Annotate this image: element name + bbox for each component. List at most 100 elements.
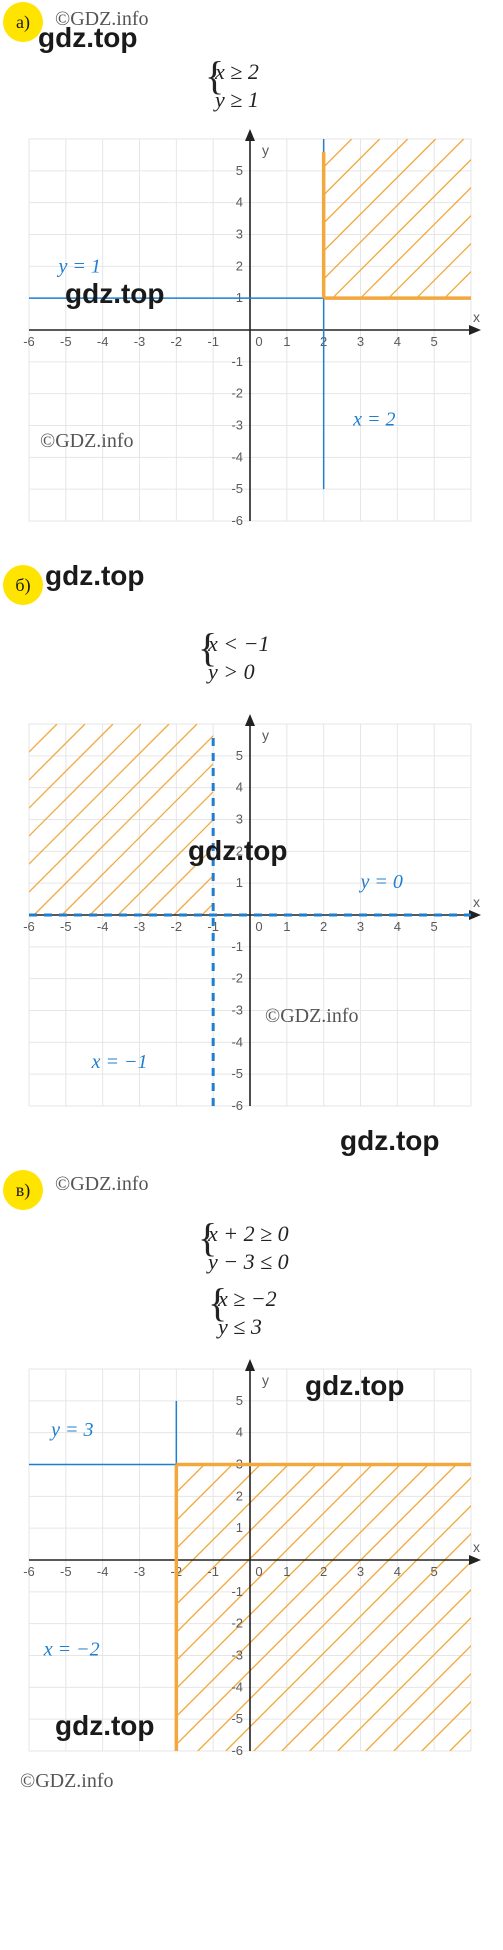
svg-text:3: 3 xyxy=(236,227,243,242)
svg-text:-2: -2 xyxy=(231,386,243,401)
svg-text:-2: -2 xyxy=(171,919,183,934)
svg-text:-5: -5 xyxy=(60,334,72,349)
svg-text:5: 5 xyxy=(236,163,243,178)
brace-icon: { xyxy=(205,56,224,96)
svg-text:x = −1: x = −1 xyxy=(91,1051,148,1073)
svg-text:-5: -5 xyxy=(231,481,243,496)
svg-text:-6: -6 xyxy=(23,919,35,934)
system-c1-row2: y − 3 ≤ 0 xyxy=(208,1248,289,1276)
watermark-copyright: ©GDZ.info xyxy=(40,430,134,453)
watermark-copyright: ©GDZ.info xyxy=(20,1770,114,1793)
chart-c: -6-5-4-3-2-1012345-6-5-4-3-2-112345xyy =… xyxy=(15,1355,485,1765)
svg-text:5: 5 xyxy=(236,748,243,763)
svg-text:4: 4 xyxy=(394,1564,401,1579)
svg-text:-1: -1 xyxy=(231,1584,243,1599)
svg-text:y = 1: y = 1 xyxy=(56,256,100,278)
watermark-copyright: ©GDZ.info xyxy=(55,1173,149,1196)
brace-icon: { xyxy=(198,628,217,668)
bullet-b: б) xyxy=(3,565,43,605)
svg-text:3: 3 xyxy=(236,812,243,827)
svg-text:x: x xyxy=(473,309,480,325)
watermark-logo: gdz.top xyxy=(65,278,165,310)
svg-text:-6: -6 xyxy=(231,1743,243,1758)
svg-text:y = 0: y = 0 xyxy=(359,871,403,893)
svg-text:1: 1 xyxy=(236,875,243,890)
svg-text:3: 3 xyxy=(357,1564,364,1579)
watermark-logo: gdz.top xyxy=(38,22,138,54)
svg-text:0: 0 xyxy=(255,334,262,349)
page-root: а) { x ≥ 2 y ≥ 1 -6 -5 -4 -3 -2 -1 0 1 2 3 4 5 -6 -5 -… xyxy=(0,0,503,1950)
bullet-a-label: а) xyxy=(16,12,30,33)
system-c-1: { x + 2 ≥ 0 y − 3 ≤ 0 xyxy=(208,1220,289,1275)
svg-text:-1: -1 xyxy=(207,1564,219,1579)
svg-text:5: 5 xyxy=(431,334,438,349)
svg-text:y: y xyxy=(262,1372,269,1388)
svg-text:-4: -4 xyxy=(231,449,243,464)
watermark-logo: gdz.top xyxy=(340,1125,440,1157)
bullet-c-label: в) xyxy=(16,1180,31,1201)
watermark-copyright: ©GDZ.info xyxy=(265,1005,359,1028)
system-b: { x < −1 y > 0 xyxy=(208,630,269,685)
watermark-logo: gdz.top xyxy=(305,1370,405,1402)
svg-text:2: 2 xyxy=(320,919,327,934)
svg-text:-5: -5 xyxy=(60,1564,72,1579)
svg-text:1: 1 xyxy=(283,919,290,934)
svg-text:-1: -1 xyxy=(207,334,219,349)
svg-text:x = 2: x = 2 xyxy=(352,409,395,431)
svg-text:4: 4 xyxy=(394,334,401,349)
svg-text:-4: -4 xyxy=(97,334,109,349)
problem-c: в) { x + 2 ≥ 0 y − 3 ≤ 0 { x ≥ −2 y ≤ 3 … xyxy=(0,1170,503,1950)
svg-text:-5: -5 xyxy=(231,1066,243,1081)
chart-b: -6-5-4-3-2-1012345-6-5-4-3-2-112345xyy =… xyxy=(15,710,485,1120)
bullet-b-label: б) xyxy=(15,575,30,596)
svg-text:-1: -1 xyxy=(231,354,243,369)
chart-a: -6-5-4-3-2-1012345-6-5-4-3-2-112345xyy =… xyxy=(15,125,485,535)
svg-text:-3: -3 xyxy=(134,919,146,934)
svg-text:x: x xyxy=(473,1539,480,1555)
svg-text:y: y xyxy=(262,727,269,743)
svg-text:3: 3 xyxy=(357,334,364,349)
svg-text:-3: -3 xyxy=(231,418,243,433)
svg-text:-3: -3 xyxy=(231,1648,243,1663)
svg-text:x = −2: x = −2 xyxy=(43,1639,100,1661)
brace-icon: { xyxy=(198,1218,217,1258)
svg-text:-2: -2 xyxy=(231,1616,243,1631)
svg-text:-6: -6 xyxy=(23,1564,35,1579)
svg-text:4: 4 xyxy=(236,780,243,795)
svg-text:4: 4 xyxy=(236,195,243,210)
problem-b: б) { x < −1 y > 0 -6 -5 -4 -3 -2 -1 0 1 2 3 4 5 -6 -5… xyxy=(0,560,503,1170)
svg-text:y = 3: y = 3 xyxy=(49,1419,93,1441)
svg-text:-2: -2 xyxy=(171,334,183,349)
svg-text:-4: -4 xyxy=(97,919,109,934)
system-a: { x ≥ 2 y ≥ 1 xyxy=(215,58,259,113)
svg-text:x: x xyxy=(473,894,480,910)
problem-a: а) { x ≥ 2 y ≥ 1 -6-5-4-3-2-1012345-6-5-… xyxy=(0,0,503,560)
svg-text:-2: -2 xyxy=(231,971,243,986)
svg-text:-4: -4 xyxy=(97,1564,109,1579)
svg-text:0: 0 xyxy=(255,919,262,934)
svg-text:-6: -6 xyxy=(231,1098,243,1113)
watermark-logo: gdz.top xyxy=(188,835,288,867)
svg-text:-5: -5 xyxy=(60,919,72,934)
svg-text:-5: -5 xyxy=(231,1711,243,1726)
svg-text:1: 1 xyxy=(236,1520,243,1535)
bullet-a: а) xyxy=(3,2,43,42)
svg-text:2: 2 xyxy=(236,258,243,273)
svg-text:y: y xyxy=(262,142,269,158)
svg-text:0: 0 xyxy=(255,1564,262,1579)
watermark-logo: gdz.top xyxy=(45,560,145,592)
svg-text:-4: -4 xyxy=(231,1034,243,1049)
svg-text:-6: -6 xyxy=(23,334,35,349)
svg-text:2: 2 xyxy=(236,1488,243,1503)
svg-text:5: 5 xyxy=(431,1564,438,1579)
svg-text:4: 4 xyxy=(394,919,401,934)
system-c1-row1: x + 2 ≥ 0 xyxy=(208,1220,289,1248)
svg-text:-3: -3 xyxy=(231,1003,243,1018)
system-c-2: { x ≥ −2 y ≤ 3 xyxy=(218,1285,277,1340)
svg-text:-1: -1 xyxy=(231,939,243,954)
svg-text:3: 3 xyxy=(357,919,364,934)
svg-text:4: 4 xyxy=(236,1425,243,1440)
system-b-row1: x < −1 xyxy=(208,630,269,658)
svg-text:5: 5 xyxy=(236,1393,243,1408)
svg-text:-4: -4 xyxy=(231,1679,243,1694)
